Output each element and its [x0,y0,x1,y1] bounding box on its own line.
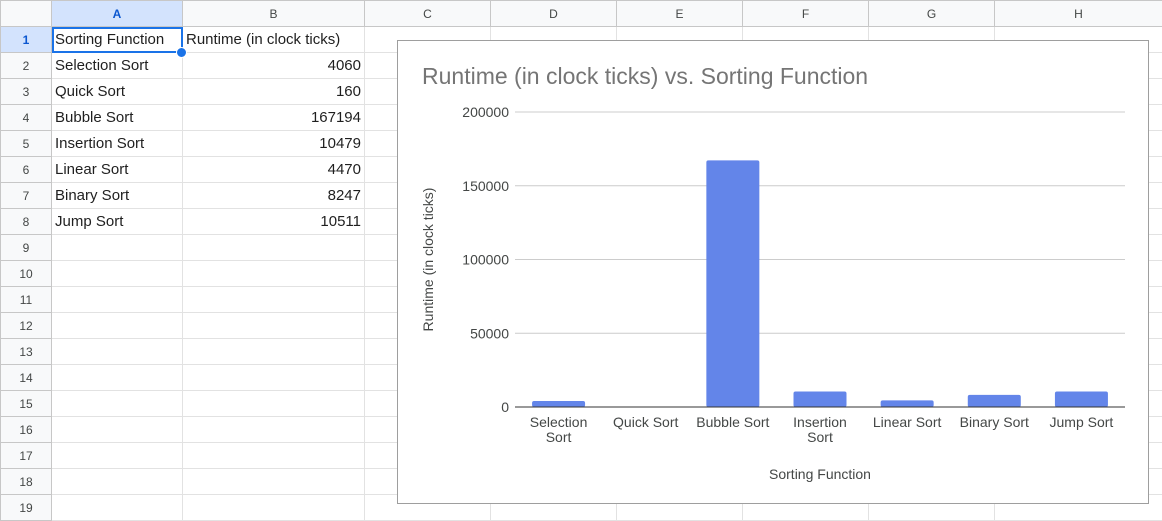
cell-b[interactable]: 10511 [183,209,365,235]
cell-a[interactable] [52,495,183,521]
y-tick-label: 0 [501,399,509,415]
cell-a[interactable]: Binary Sort [52,183,183,209]
cell-b[interactable] [183,469,365,495]
y-tick-label: 100000 [462,252,509,268]
row-header[interactable]: 10 [1,261,52,287]
cell-a[interactable] [52,235,183,261]
cell-b[interactable]: 167194 [183,105,365,131]
cell-a[interactable]: Bubble Sort [52,105,183,131]
cell-a[interactable]: Selection Sort [52,53,183,79]
x-tick-label: Quick Sort [613,414,678,430]
column-header-a[interactable]: A [52,1,183,27]
cell-b[interactable]: Runtime (in clock ticks) [183,27,365,53]
y-tick-label: 200000 [462,104,509,120]
column-header-c[interactable]: C [365,1,491,27]
cell-b[interactable] [183,313,365,339]
cell-a[interactable] [52,339,183,365]
cell-b[interactable] [183,235,365,261]
y-axis-title: Runtime (in clock ticks) [420,188,436,332]
y-tick-label: 150000 [462,178,509,194]
cell-b[interactable] [183,287,365,313]
cell-a[interactable] [52,443,183,469]
row-header[interactable]: 11 [1,287,52,313]
column-header-g[interactable]: G [869,1,995,27]
row-header[interactable]: 16 [1,417,52,443]
column-header-row: A B C D E F G H [1,1,1162,27]
row-header[interactable]: 1 [1,27,52,53]
row-header[interactable]: 15 [1,391,52,417]
row-header[interactable]: 7 [1,183,52,209]
selection-fill-handle[interactable] [176,47,187,58]
row-header[interactable]: 2 [1,53,52,79]
cell-b[interactable] [183,417,365,443]
bar [706,160,759,407]
column-header-h[interactable]: H [995,1,1162,27]
cell-b[interactable] [183,391,365,417]
cell-b[interactable]: 4470 [183,157,365,183]
bar [968,395,1021,407]
bar [1055,391,1108,407]
bar-chart[interactable]: Runtime (in clock ticks) vs. Sorting Fun… [397,40,1149,504]
column-header-e[interactable]: E [617,1,743,27]
row-header[interactable]: 13 [1,339,52,365]
cell-a[interactable] [52,417,183,443]
y-tick-label: 50000 [470,325,509,341]
row-header[interactable]: 12 [1,313,52,339]
row-header[interactable]: 5 [1,131,52,157]
cell-a[interactable] [52,261,183,287]
cell-b[interactable] [183,339,365,365]
cell-a[interactable]: Linear Sort [52,157,183,183]
row-header[interactable]: 19 [1,495,52,521]
x-tick-label: Bubble Sort [696,414,769,430]
x-axis-title: Sorting Function [769,466,871,482]
cell-a[interactable] [52,391,183,417]
row-header[interactable]: 6 [1,157,52,183]
cell-b[interactable]: 8247 [183,183,365,209]
cell-b[interactable] [183,261,365,287]
row-header[interactable]: 3 [1,79,52,105]
row-header[interactable]: 4 [1,105,52,131]
cell-a[interactable]: Insertion Sort [52,131,183,157]
row-header[interactable]: 8 [1,209,52,235]
cell-a[interactable] [52,469,183,495]
column-header-d[interactable]: D [491,1,617,27]
cell-a[interactable]: Jump Sort [52,209,183,235]
row-header[interactable]: 9 [1,235,52,261]
cell-b[interactable] [183,495,365,521]
cell-a[interactable] [52,365,183,391]
x-tick-label: Linear Sort [873,414,942,430]
x-tick-label: Jump Sort [1050,414,1114,430]
cell-a[interactable] [52,287,183,313]
bar [881,400,934,407]
bar [532,401,585,407]
row-header[interactable]: 14 [1,365,52,391]
cell-b[interactable] [183,365,365,391]
bar [794,392,847,407]
cell-b[interactable] [183,443,365,469]
cell-b[interactable]: 4060 [183,53,365,79]
cell-a[interactable] [52,313,183,339]
cell-a[interactable]: Quick Sort [52,79,183,105]
column-header-b[interactable]: B [183,1,365,27]
x-tick-label: Binary Sort [960,414,1029,430]
column-header-f[interactable]: F [743,1,869,27]
row-header[interactable]: 18 [1,469,52,495]
cell-b[interactable]: 160 [183,79,365,105]
select-all-corner[interactable] [1,1,52,27]
row-header[interactable]: 17 [1,443,52,469]
cell-b[interactable]: 10479 [183,131,365,157]
cell-a[interactable]: Sorting Function [52,27,183,53]
